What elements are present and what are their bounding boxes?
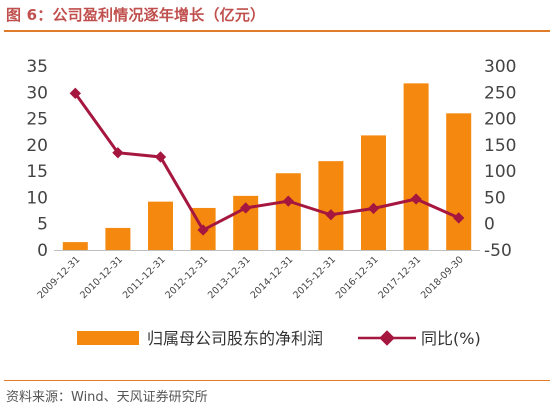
bar	[148, 201, 173, 250]
x-tick-label: 2018-09-30	[419, 254, 466, 301]
legend-swatch-bar	[77, 331, 139, 345]
x-tick-label: 2016-12-31	[334, 254, 381, 301]
right-tick-label: 50	[484, 188, 506, 208]
right-tick-label: -50	[484, 241, 512, 261]
right-tick-label: 200	[484, 110, 516, 130]
right-tick-label: 0	[484, 215, 495, 235]
line-point	[282, 195, 294, 207]
source-note: 资料来源：Wind、天风证券研究所	[6, 390, 208, 405]
bar-series	[62, 83, 472, 250]
x-tick-label: 2015-12-31	[291, 254, 338, 301]
line-point	[325, 209, 337, 221]
source-divider	[4, 380, 550, 381]
x-axis: 2009-12-312010-12-312011-12-312012-12-31…	[36, 254, 466, 301]
x-tick-label: 2013-12-31	[206, 254, 253, 301]
left-tick-label: 25	[26, 110, 48, 130]
title-divider	[4, 30, 550, 32]
figure-title: 图 6：公司盈利情况逐年增长（亿元）	[6, 6, 266, 24]
line-point	[197, 224, 209, 236]
bar	[275, 173, 301, 250]
left-tick-label: 0	[37, 241, 48, 261]
x-tick-label: 2014-12-31	[249, 254, 296, 301]
line-point	[154, 151, 167, 163]
left-tick-label: 30	[26, 83, 48, 103]
right-tick-label: 150	[484, 136, 516, 156]
bar	[361, 135, 386, 250]
bar	[446, 113, 472, 250]
line-point	[367, 202, 380, 215]
left-axis: 0 5 10 15 20 25 30 35	[26, 57, 48, 261]
bar	[318, 161, 344, 250]
bar	[62, 242, 88, 250]
line-point	[240, 202, 252, 214]
right-tick-label: 250	[484, 83, 516, 103]
x-tick-label: 2017-12-31	[376, 254, 423, 301]
left-tick-label: 20	[26, 136, 48, 156]
legend-label-bar: 归属母公司股东的净利润	[147, 329, 323, 348]
left-tick-label: 10	[26, 188, 48, 208]
x-tick-label: 2011-12-31	[121, 254, 168, 301]
right-tick-label: 300	[484, 57, 516, 77]
x-tick-label: 2009-12-31	[36, 254, 83, 301]
line-point	[453, 212, 465, 224]
x-tick-label: 2010-12-31	[78, 254, 125, 301]
line-point	[410, 193, 422, 205]
legend: 归属母公司股东的净利润 同比(%)	[77, 329, 481, 348]
right-axis: -50 0 50 100 150 200 250 300	[484, 57, 516, 261]
bar	[403, 83, 429, 250]
right-tick-label: 100	[484, 162, 516, 182]
left-tick-label: 15	[26, 162, 48, 182]
x-tick-label: 2012-12-31	[163, 254, 210, 301]
left-tick-label: 35	[26, 57, 48, 77]
bar	[105, 227, 131, 250]
series-line	[74, 92, 460, 233]
chart-canvas: 0 5 10 15 20 25 30 35 -50 0 50 100 150 200 250 300 200…	[26, 57, 516, 348]
legend-swatch-marker	[379, 330, 395, 346]
left-tick-label: 5	[37, 215, 48, 235]
legend-label-line: 同比(%)	[421, 329, 481, 348]
